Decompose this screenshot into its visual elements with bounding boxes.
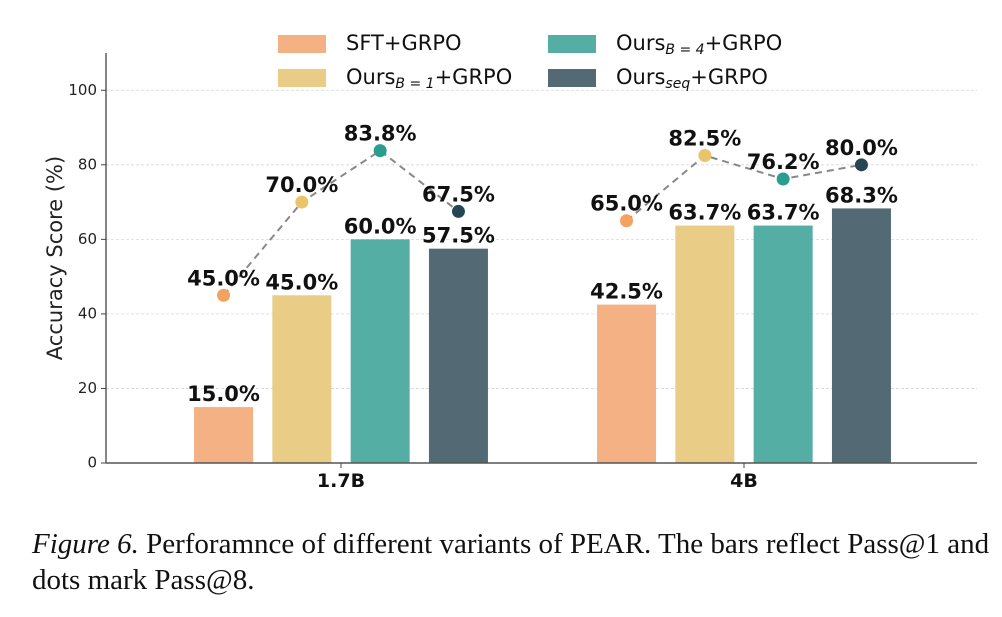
caption-text: Perforamnce of different variants of PEA… xyxy=(32,528,990,596)
legend-swatch xyxy=(548,69,596,87)
legend-label: Oursseq+GRPO xyxy=(616,65,768,92)
y-tick-label: 40 xyxy=(78,304,97,322)
pass8-dot xyxy=(295,195,309,209)
bar xyxy=(194,407,254,463)
dot-value-label: 80.0% xyxy=(825,136,898,160)
pass8-dot xyxy=(620,214,634,228)
pass8-lines xyxy=(222,149,862,296)
x-tick-label: 4B xyxy=(730,470,758,492)
dot-value-label: 45.0% xyxy=(187,266,260,290)
legend-swatch xyxy=(278,69,326,87)
bar xyxy=(753,225,813,463)
bar-value-label: 15.0% xyxy=(187,382,260,406)
dot-value-label: 82.5% xyxy=(668,127,741,151)
pass8-dot xyxy=(698,149,712,162)
figure-caption: Figure 6. Perforamnce of different varia… xyxy=(32,526,992,598)
legend: SFT+GRPO OursB = 1+GRPO OursB = 4+GRPO Ours… xyxy=(278,31,782,92)
legend-swatch xyxy=(548,35,596,53)
bars xyxy=(194,208,891,463)
y-tick-label: 20 xyxy=(78,379,97,397)
bar xyxy=(675,225,735,463)
bar-value-label: 63.7% xyxy=(747,201,820,225)
chart: 15.0% 42.5% 45.0% 65.0% 45.0% 63.7% 70.0% 82.5%… xyxy=(43,31,977,492)
bar-value-label: 60.0% xyxy=(344,214,417,238)
bar xyxy=(350,239,410,463)
pass8-dot xyxy=(451,204,465,218)
data-labels: 15.0% 42.5% 45.0% 65.0% 45.0% 63.7% 70.0% 82.5%… xyxy=(187,122,898,406)
pass8-dot xyxy=(776,172,790,186)
dot-value-label: 76.2% xyxy=(747,150,820,174)
x-tick-label: 1.7B xyxy=(317,470,365,492)
pass8-dot xyxy=(217,288,231,302)
bar-value-label: 63.7% xyxy=(668,201,741,225)
pass8-line xyxy=(625,154,862,222)
pass8-line xyxy=(222,149,460,296)
dot-value-label: 67.5% xyxy=(422,182,495,206)
y-axis-label: Accuracy Score (%) xyxy=(43,156,67,360)
dot-value-label: 70.0% xyxy=(265,173,338,197)
axes: 0 20 40 60 80 100 1.7B 4B xyxy=(68,53,977,492)
dot-value-label: 83.8% xyxy=(344,122,417,146)
bar xyxy=(831,208,891,463)
bar xyxy=(597,304,657,463)
pass8-dot xyxy=(854,158,868,172)
legend-label: OursB = 4+GRPO xyxy=(616,31,782,58)
y-tick-label: 60 xyxy=(78,230,97,248)
bar xyxy=(428,248,488,463)
y-tick-label: 100 xyxy=(68,81,97,99)
bar-value-label: 57.5% xyxy=(422,224,495,248)
dot-value-label: 65.0% xyxy=(590,192,663,216)
legend-label: SFT+GRPO xyxy=(346,31,462,55)
legend-swatch xyxy=(278,35,326,53)
grid-lines xyxy=(106,89,977,389)
bar-value-label: 45.0% xyxy=(265,270,338,294)
figure-label: Figure 6. xyxy=(32,528,139,560)
pass8-dot xyxy=(373,144,387,158)
bar-value-label: 42.5% xyxy=(590,280,663,304)
pass8-dots xyxy=(217,144,868,302)
y-tick-label: 0 xyxy=(87,454,97,472)
bar xyxy=(272,295,332,463)
legend-label: OursB = 1+GRPO xyxy=(346,65,512,92)
bar-value-label: 68.3% xyxy=(825,183,898,207)
y-tick-label: 80 xyxy=(78,155,97,173)
